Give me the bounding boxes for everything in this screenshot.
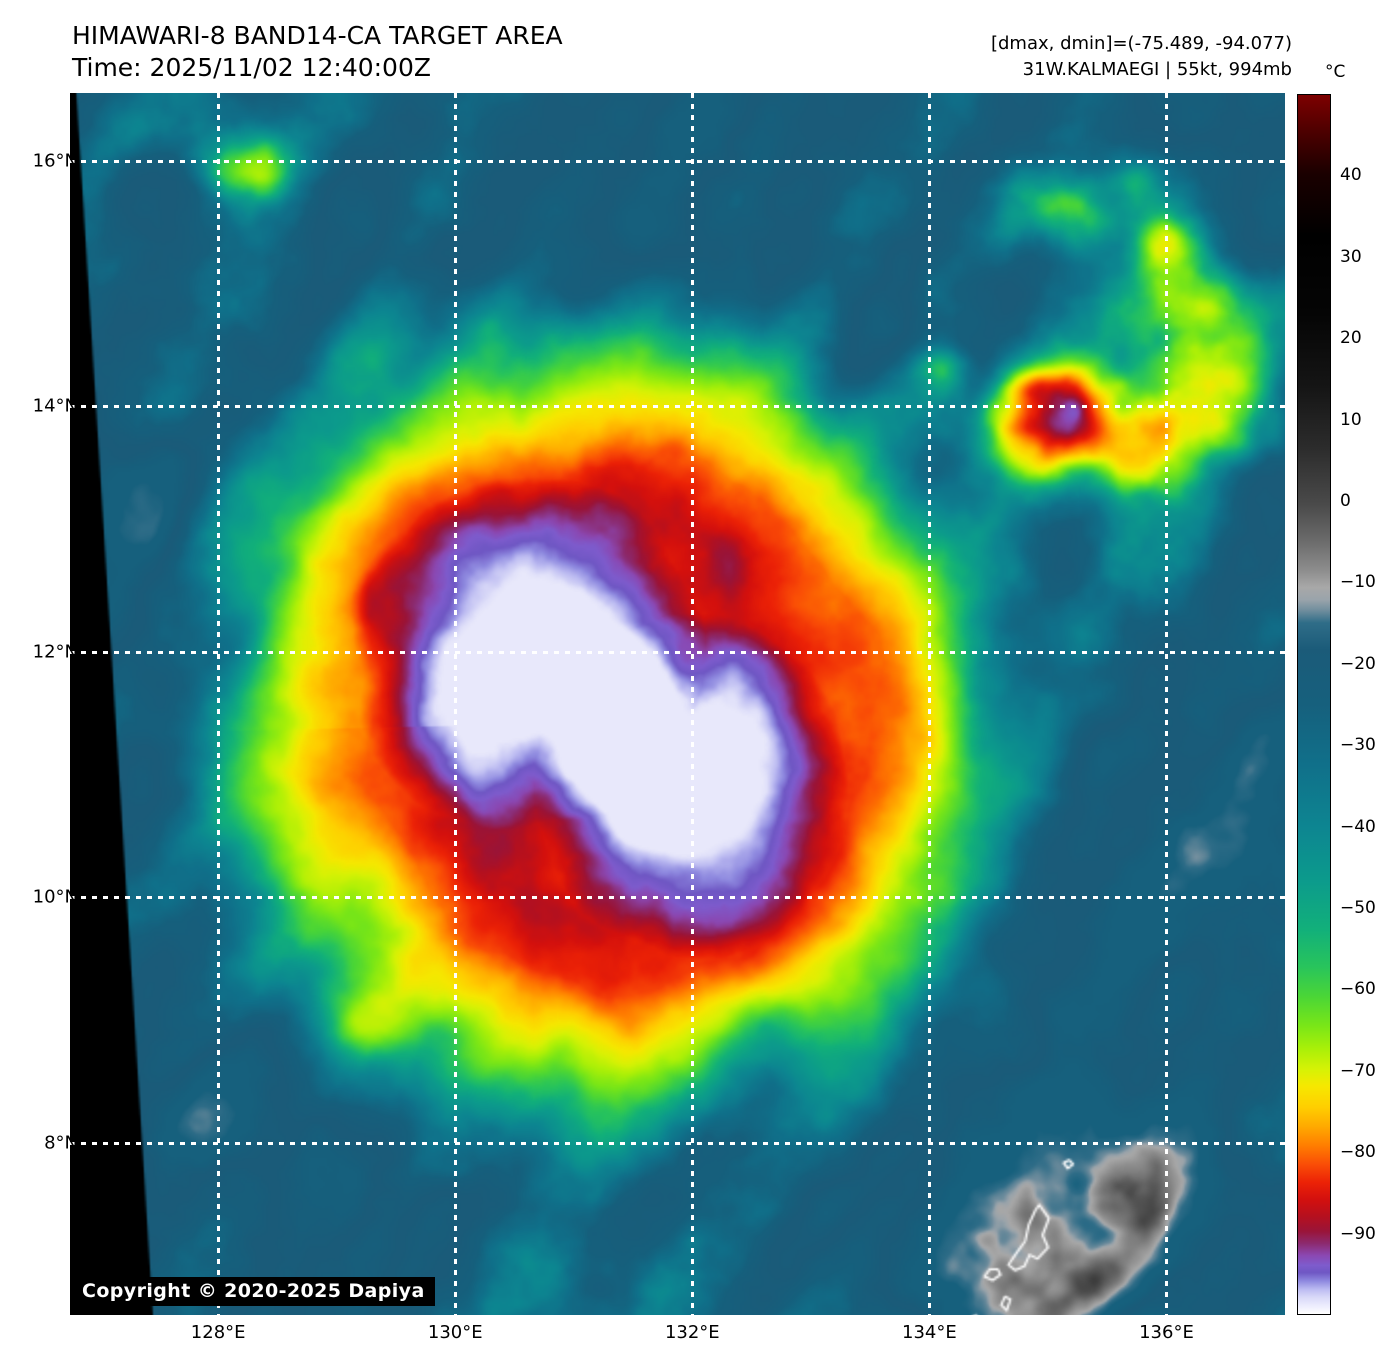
lon-tick-label: 134°E	[902, 1322, 957, 1343]
lon-tick-label: 132°E	[664, 1322, 720, 1343]
graticule-parallel	[70, 650, 1285, 654]
graticule-meridian	[1165, 93, 1169, 1315]
lat-tick-label: 14°N	[32, 395, 78, 417]
graticule-parallel	[70, 896, 1285, 900]
colorbar-tick-label: 30	[1340, 246, 1362, 267]
lon-tick-label: 128°E	[190, 1322, 246, 1343]
satellite-image-plot[interactable]	[70, 93, 1285, 1315]
colorbar-tick-label: 40	[1340, 165, 1362, 186]
dminmax-label: [dmax, dmin]=(-75.489, -94.077)	[990, 33, 1292, 54]
copyright-notice: Copyright © 2020-2025 Dapiya	[72, 1277, 435, 1306]
colorbar-tick-label: −60	[1340, 979, 1376, 1000]
graticule-meridian	[928, 93, 932, 1315]
page-title: HIMAWARI-8 BAND14-CA TARGET AREA	[72, 21, 563, 50]
lat-tick-label: 16°N	[32, 150, 78, 172]
graticule-parallel	[70, 1142, 1285, 1146]
timestamp-line: Time: 2025/11/02 12:40:00Z	[72, 53, 431, 82]
colorbar-tick-label: −80	[1340, 1142, 1376, 1163]
colorbar-tick-label: −50	[1340, 898, 1376, 918]
colorbar-tick-label: −20	[1340, 653, 1376, 674]
colorbar-tick-label: 0	[1340, 491, 1351, 511]
lon-tick-label: 130°E	[427, 1322, 483, 1343]
colorbar-tick-label: −40	[1340, 816, 1376, 837]
title-block: HIMAWARI-8 BAND14-CA TARGET AREA Time: 2…	[72, 20, 563, 84]
graticule-meridian	[217, 93, 221, 1315]
lat-tick-label: 12°N	[32, 641, 78, 663]
lat-tick-label: 10°N	[32, 886, 78, 908]
lat-tick-label: 8°N	[44, 1132, 78, 1154]
colorbar-tick-label: −90	[1340, 1223, 1376, 1244]
graticule-meridian	[454, 93, 458, 1315]
graticule-layer	[70, 93, 1285, 1315]
storm-label: 31W.KALMAEGI | 55kt, 994mb	[1022, 59, 1292, 80]
graticule-parallel	[70, 405, 1285, 409]
temperature-colorbar[interactable]	[1297, 94, 1331, 1315]
lon-tick-label: 136°E	[1139, 1322, 1194, 1343]
colorbar-tick-label: −10	[1340, 572, 1376, 593]
graticule-meridian	[691, 93, 695, 1315]
colorbar-tick-label: −70	[1340, 1060, 1376, 1081]
plot-clip	[70, 93, 1285, 1315]
colorbar-tick-label: 10	[1340, 409, 1362, 430]
metadata-block: [dmax, dmin]=(-75.489, -94.077) 31W.KALM…	[991, 31, 1292, 83]
colorbar-tick-label: 20	[1340, 328, 1362, 349]
colorbar-unit-label: °C	[1325, 62, 1346, 82]
colorbar-tick-label: −30	[1340, 735, 1376, 756]
graticule-parallel	[70, 159, 1285, 163]
